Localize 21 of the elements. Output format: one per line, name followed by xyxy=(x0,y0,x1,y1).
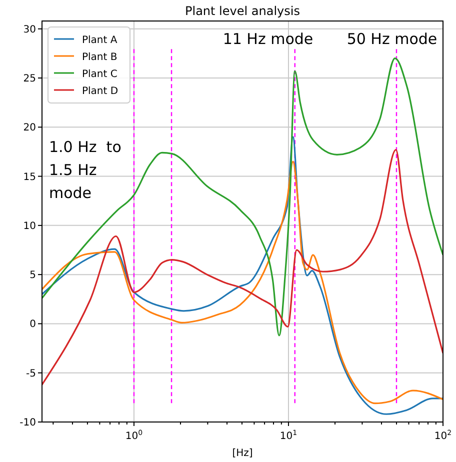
y-tick-label: 20 xyxy=(23,122,36,134)
chart-title: Plant level analysis xyxy=(185,4,300,18)
y-tick-label: 15 xyxy=(23,172,36,183)
annotation: 50 Hz mode xyxy=(346,30,438,48)
y-tick-label: 10 xyxy=(23,220,36,232)
y-tick-label: -10 xyxy=(20,418,36,428)
legend-label: Plant A xyxy=(82,35,118,46)
y-tick-label: 5 xyxy=(30,270,36,282)
y-tick-label: 25 xyxy=(23,74,36,85)
y-tick-label: 30 xyxy=(23,24,36,36)
x-axis-title: [Hz] xyxy=(232,448,253,459)
y-tick-label: -5 xyxy=(26,368,36,380)
x-tick-label: 10$^{0}$ xyxy=(125,429,143,442)
x-tick-label: 10$^{2}$ xyxy=(434,429,452,442)
annotation: 1.0 Hz to 1.5 Hz mode xyxy=(49,138,122,202)
legend-label: Plant B xyxy=(82,52,118,63)
y-tick-label: 0 xyxy=(30,319,36,330)
legend-label: Plant D xyxy=(82,86,118,97)
x-tick-label: 10$^{1}$ xyxy=(280,429,298,442)
annotation: 11 Hz mode xyxy=(222,30,314,48)
legend-label: Plant C xyxy=(82,69,118,80)
